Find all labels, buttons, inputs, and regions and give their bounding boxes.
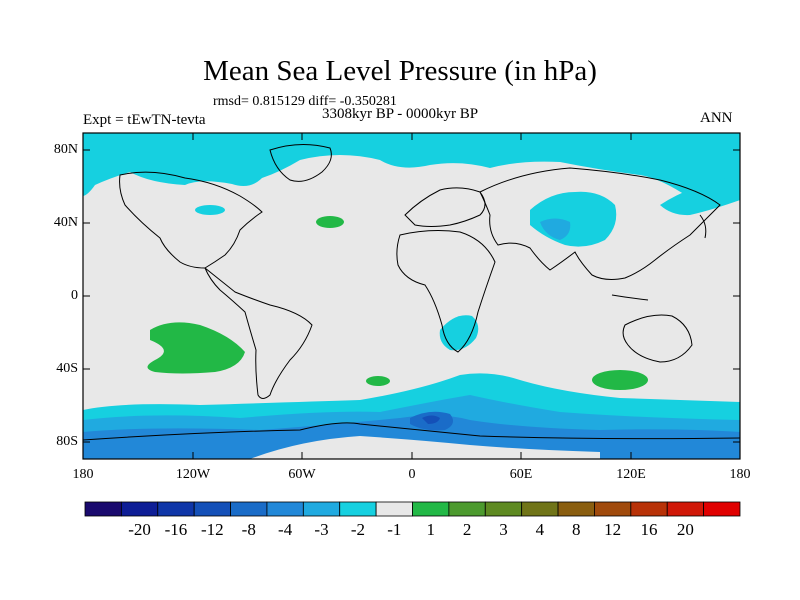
colorbar-label: -3: [314, 520, 329, 539]
season-label: ANN: [700, 110, 733, 126]
colorbar-swatch: [120, 501, 159, 517]
green-south-atlantic: [366, 376, 390, 386]
southern-ocean-midblue: [83, 415, 740, 459]
colorbar-swatch: [157, 501, 195, 517]
asia-inner-blue: [540, 218, 571, 240]
lat-label-40n: 40N: [53, 215, 78, 230]
colorbar-label: -20: [128, 520, 151, 539]
colorbar-swatch: [703, 501, 741, 517]
lat-label-80s: 80S: [56, 434, 78, 449]
colorbar-label: 2: [462, 520, 472, 539]
colorbar-label: -1: [387, 520, 402, 539]
map-title: Mean Sea Level Pressure (in hPa): [203, 55, 597, 87]
lat-label-40s: 40S: [56, 361, 78, 376]
colorbar-label: 4: [535, 520, 545, 539]
colorbar-swatch: [666, 501, 705, 517]
colorbar-label: -2: [350, 520, 365, 539]
lon-label-0: 0: [408, 467, 416, 482]
colorbar-swatch: [375, 501, 413, 517]
colorbar-swatch: [484, 501, 523, 517]
colorbar-swatch: [521, 501, 559, 517]
green-north-atlantic: [316, 216, 344, 228]
antarctic-interior-neutral: [250, 436, 600, 459]
colorbar-swatch: [557, 501, 595, 517]
axis-ticks: [83, 133, 740, 459]
colorbar-swatch: [193, 501, 231, 517]
experiment-label: Expt = tEwTN-tevta: [83, 112, 206, 128]
colorbar: [84, 501, 741, 517]
time-period: 3308kyr BP - 0000kyr BP: [322, 106, 479, 122]
green-indian-ocean: [592, 370, 648, 390]
lon-label-180e: 180: [729, 467, 751, 482]
colorbar-label: 8: [572, 520, 581, 539]
colorbar-label: -8: [241, 520, 256, 539]
colorbar-swatch: [230, 501, 268, 517]
colorbar-label: 20: [676, 520, 694, 539]
colorbar-swatch: [448, 501, 486, 517]
colorbar-swatch: [339, 501, 377, 517]
lat-label-0: 0: [71, 288, 78, 303]
green-south-pacific: [147, 322, 245, 374]
lon-label-120e: 120E: [616, 467, 646, 482]
colorbar-label: 3: [499, 520, 508, 539]
colorbar-swatch: [412, 501, 450, 517]
lon-label-180w: 180: [72, 467, 94, 482]
antarctic-darkblue-core: [422, 415, 440, 424]
arctic-cyan-band: [83, 133, 740, 205]
colorbar-swatch: [266, 501, 304, 517]
lon-label-60e: 60E: [509, 467, 533, 482]
lat-label-80n: 80N: [53, 142, 78, 157]
colorbar-label: -4: [278, 520, 293, 539]
cyan-patch-atlantic: [195, 205, 225, 215]
colorbar-swatch: [302, 501, 341, 517]
colorbar-swatch: [594, 501, 632, 517]
colorbar-label: -16: [164, 520, 188, 539]
colorbar-label: 16: [640, 520, 658, 539]
lon-label-60w: 60W: [288, 467, 316, 482]
colorbar-label: -12: [201, 520, 224, 539]
rmsd-diff-stats: rmsd= 0.815129 diff= -0.350281: [213, 94, 397, 109]
colorbar-label: 12: [604, 520, 622, 539]
colorbar-label: 1: [426, 520, 435, 539]
lon-label-120w: 120W: [175, 467, 211, 482]
colorbar-swatch: [630, 501, 668, 517]
cyan-south-africa: [439, 315, 479, 351]
colorbar-swatch: [84, 501, 122, 517]
map-field: [83, 133, 740, 459]
coastlines: [83, 144, 740, 441]
